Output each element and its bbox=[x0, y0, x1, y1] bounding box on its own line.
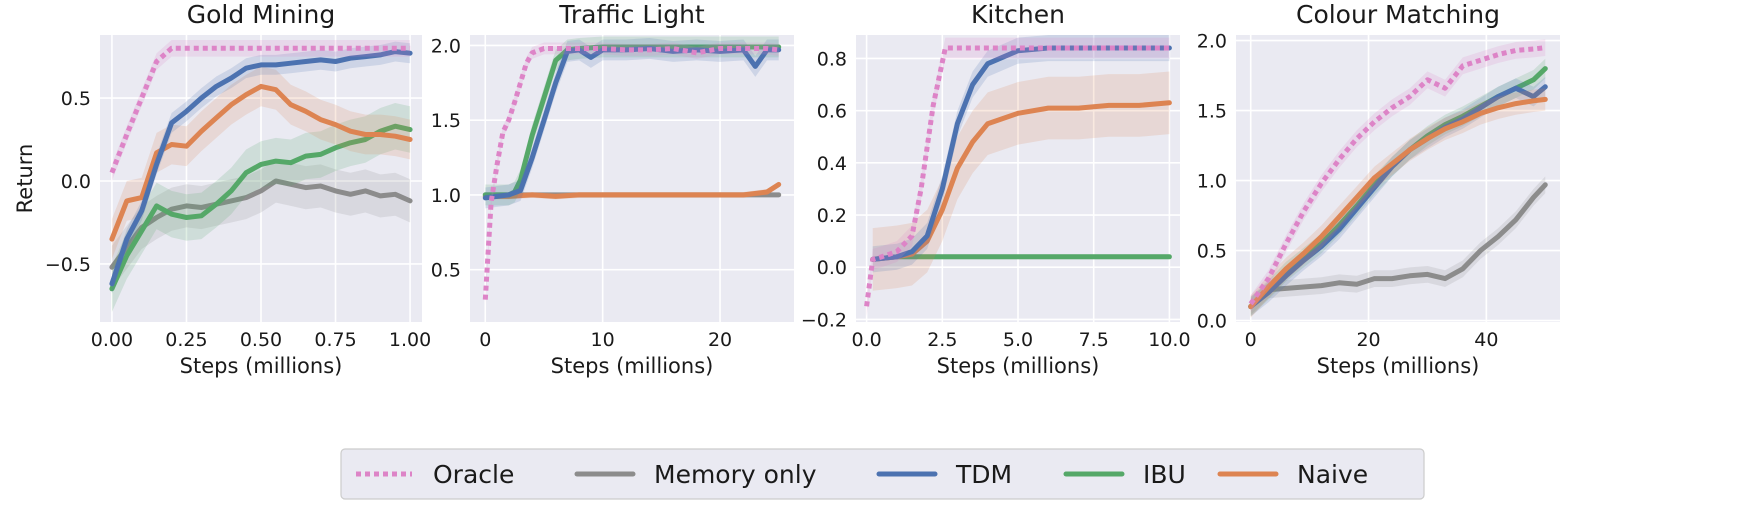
series-line-naive bbox=[1248, 96, 1548, 310]
legend-item-oracle: Oracle bbox=[356, 460, 514, 489]
series-line-oracle bbox=[1248, 45, 1546, 306]
y-tick-label: 1.5 bbox=[431, 110, 461, 132]
series-line-memory-only bbox=[109, 178, 413, 270]
legend-item-tdm: TDM bbox=[876, 460, 1012, 489]
x-axis-label: Steps (millions) bbox=[551, 354, 714, 378]
y-axis-label: Return bbox=[13, 144, 37, 214]
x-tick-label: 0 bbox=[479, 329, 491, 351]
series-line-oracle bbox=[864, 45, 1170, 307]
x-axis-label: Steps (millions) bbox=[180, 354, 343, 378]
series-line-memory-only bbox=[1248, 182, 1548, 310]
y-tick-label: 2.0 bbox=[1197, 31, 1227, 53]
x-tick-label: 20 bbox=[708, 329, 732, 351]
x-tick-label: 0.0 bbox=[851, 329, 881, 351]
y-tick-label: 0.8 bbox=[817, 48, 847, 70]
legend-label: IBU bbox=[1143, 460, 1186, 489]
y-tick-label: 0.6 bbox=[817, 101, 847, 123]
x-axis-label: Steps (millions) bbox=[937, 354, 1100, 378]
band-memory-only bbox=[1250, 176, 1546, 315]
y-tick-label: 0.0 bbox=[817, 257, 847, 279]
band-tdm bbox=[111, 41, 411, 294]
panel-gold-mining: 0.00 0.25 0.50 0.75 1.00 −0.5 0.0 0.5 Gold Minin… bbox=[13, 0, 431, 378]
band-oracle bbox=[111, 40, 411, 181]
x-tick-label: 20 bbox=[1356, 329, 1380, 351]
band-naive bbox=[872, 71, 1170, 291]
x-axis-label: Steps (millions) bbox=[1317, 354, 1480, 378]
panel-traffic-light: 0 10 20 0.5 1.0 1.5 2.0 Traffic Light Steps (mil… bbox=[431, 0, 794, 378]
panel-kitchen: 0.0 2.5 5.0 7.5 10.0−0.20.00.20.40.60.8Kitch… bbox=[801, 0, 1191, 378]
y-tick-label: −0.5 bbox=[45, 254, 91, 276]
y-tick-label: 1.0 bbox=[1197, 171, 1227, 193]
legend-label: Memory only bbox=[654, 460, 817, 489]
legend-item-naive: Naive bbox=[1217, 460, 1368, 489]
series-line-oracle bbox=[482, 46, 779, 300]
series-group-traffic-light bbox=[482, 36, 782, 306]
series-group-kitchen bbox=[864, 35, 1172, 317]
y-tick-label: 1.0 bbox=[431, 185, 461, 207]
x-tick-label: 0.50 bbox=[240, 329, 282, 351]
y-tick-label: 1.5 bbox=[1197, 101, 1227, 123]
legend-label: Naive bbox=[1297, 460, 1368, 489]
series-group-gold-mining bbox=[109, 40, 413, 312]
y-tick-label: 0.5 bbox=[61, 88, 91, 110]
x-tick-label: 0.00 bbox=[91, 329, 133, 351]
y-tick-label: 0.0 bbox=[1197, 311, 1227, 333]
x-tick-label: 10 bbox=[591, 329, 615, 351]
band-ibu bbox=[1250, 58, 1546, 317]
band-ibu bbox=[111, 103, 411, 312]
legend-label: TDM bbox=[955, 460, 1012, 489]
x-tick-label: 0 bbox=[1245, 329, 1257, 351]
y-tick-label: 0.4 bbox=[817, 153, 847, 175]
y-tick-label: 0.5 bbox=[431, 260, 461, 282]
x-tick-label: 40 bbox=[1474, 329, 1498, 351]
chart-title: Kitchen bbox=[971, 0, 1065, 29]
legend-item-ibu: IBU bbox=[1063, 460, 1186, 489]
panel-colour-matching: 0 20 40 0.0 0.5 1.0 1.5 2.0 Colour Matching Steps… bbox=[1197, 0, 1560, 378]
series-line-naive bbox=[482, 182, 782, 199]
x-tick-label: 7.5 bbox=[1079, 329, 1109, 351]
y-tick-label: 0.0 bbox=[61, 171, 91, 193]
chart-title: Gold Mining bbox=[187, 0, 335, 29]
x-tick-label: 1.00 bbox=[389, 329, 431, 351]
x-tick-label: 0.75 bbox=[314, 329, 356, 351]
series-line-oracle bbox=[109, 45, 411, 174]
x-tick-label: 0.25 bbox=[165, 329, 207, 351]
legend: Oracle Memory only TDM IBU Naive bbox=[340, 448, 1425, 500]
series-line-tdm bbox=[109, 49, 413, 287]
legend-item-memory-only: Memory only bbox=[574, 460, 817, 489]
legend-label: Oracle bbox=[433, 460, 514, 489]
band-tdm bbox=[872, 35, 1170, 273]
y-tick-label: 0.5 bbox=[1197, 241, 1227, 263]
chart-title: Traffic Light bbox=[558, 0, 705, 29]
x-tick-label: 5.0 bbox=[1003, 329, 1033, 351]
series-line-ibu bbox=[870, 254, 1172, 262]
series-group-colour-matching bbox=[1248, 39, 1548, 318]
series-line-ibu bbox=[109, 123, 413, 292]
band-naive bbox=[111, 66, 411, 259]
y-tick-label: −0.2 bbox=[801, 309, 847, 331]
y-tick-label: 2.0 bbox=[431, 35, 461, 57]
band-naive bbox=[1250, 88, 1546, 318]
y-tick-label: 0.2 bbox=[817, 205, 847, 227]
chart-title: Colour Matching bbox=[1296, 0, 1500, 29]
x-tick-label: 10.0 bbox=[1148, 329, 1190, 351]
x-tick-label: 2.5 bbox=[927, 329, 957, 351]
